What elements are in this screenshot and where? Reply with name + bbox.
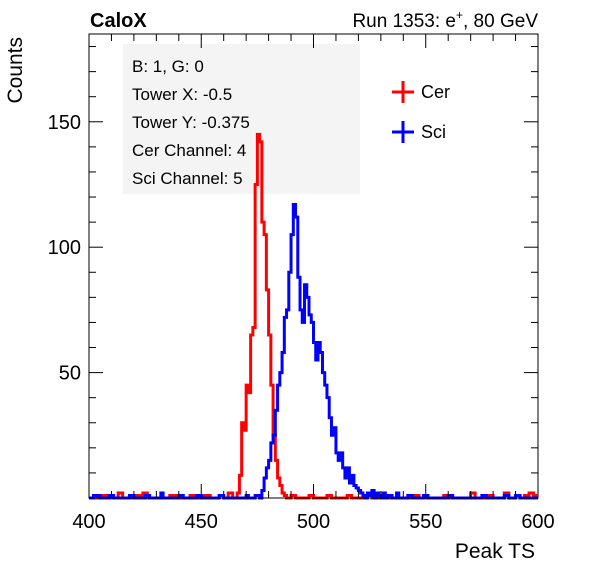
x-tick-label: 400	[72, 511, 105, 533]
legend-label-cer: Cer	[421, 82, 450, 102]
legend-label-sci: Sci	[421, 122, 446, 142]
info-line-tower-y: Tower Y: -0.375	[132, 113, 250, 132]
experiment-label: CaloX	[90, 10, 147, 32]
ticks-layer: 400 450 500 550 600 50 100 150	[48, 34, 555, 533]
x-tick-label: 550	[409, 511, 442, 533]
x-tick-label: 600	[521, 511, 554, 533]
y-tick-label: 100	[48, 237, 81, 259]
run-info-label: Run 1353: e+, 80 GeV	[352, 8, 538, 32]
info-line-sci-channel: Sci Channel: 5	[132, 169, 243, 188]
x-tick-label: 450	[185, 511, 218, 533]
info-box-background	[123, 44, 360, 194]
y-tick-label: 150	[48, 112, 81, 134]
x-axis-title: Peak TS	[455, 540, 535, 563]
info-line-block: B: 1, G: 0	[132, 57, 204, 76]
legend-entry-sci: Sci	[392, 121, 446, 143]
info-box: B: 1, G: 0 Tower X: -0.5 Tower Y: -0.375…	[123, 44, 360, 194]
series-line-sci	[89, 203, 538, 500]
y-axis-title: Counts	[4, 37, 27, 104]
legend-entry-cer: Cer	[392, 81, 450, 103]
legend: Cer Sci	[392, 81, 450, 143]
x-tick-label: 500	[297, 511, 330, 533]
info-line-tower-x: Tower X: -0.5	[132, 85, 232, 104]
plot-frame	[88, 33, 539, 499]
info-line-cer-channel: Cer Channel: 4	[132, 141, 246, 160]
y-tick-label: 50	[59, 363, 81, 385]
